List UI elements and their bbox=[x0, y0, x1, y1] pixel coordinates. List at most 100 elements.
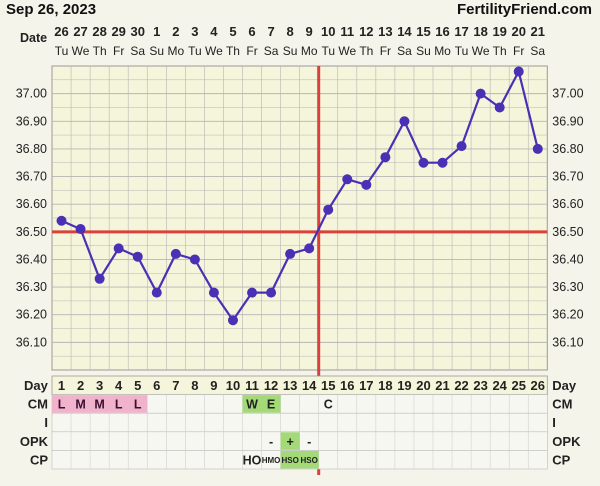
weekday-label: Tu bbox=[321, 44, 335, 58]
y-tick-label-right: 36.30 bbox=[552, 280, 583, 294]
temperature-point bbox=[437, 157, 448, 168]
temperature-point bbox=[113, 243, 124, 254]
cell-bg bbox=[280, 432, 300, 450]
y-tick-label-left: 36.70 bbox=[16, 170, 47, 184]
weekday-label: Sa bbox=[130, 44, 145, 58]
cell-text: M bbox=[94, 398, 104, 412]
cell-text: + bbox=[286, 435, 293, 449]
temperature-point bbox=[285, 248, 296, 259]
y-tick-label-right: 36.10 bbox=[552, 335, 583, 349]
date-label: 8 bbox=[287, 24, 294, 39]
day-row-label-left: Day bbox=[24, 378, 49, 393]
date-label: 16 bbox=[435, 24, 449, 39]
weekday-label: Su bbox=[149, 44, 164, 58]
y-tick-label-right: 36.90 bbox=[552, 114, 583, 128]
row-label-left: I bbox=[44, 415, 48, 430]
weekday-label: Fr bbox=[113, 44, 124, 58]
temperature-point bbox=[304, 243, 315, 254]
temperature-point bbox=[132, 251, 143, 262]
temperature-point bbox=[94, 273, 105, 284]
weekday-label: Th bbox=[359, 44, 373, 58]
cell-bg bbox=[71, 395, 91, 413]
date-label: 3 bbox=[191, 24, 198, 39]
weekday-label: Th bbox=[226, 44, 240, 58]
cell-text: HSO bbox=[281, 456, 298, 465]
day-number: 12 bbox=[264, 378, 278, 393]
date-label: 15 bbox=[416, 24, 430, 39]
cell-bg bbox=[109, 395, 129, 413]
day-number: 3 bbox=[96, 378, 103, 393]
day-number: 18 bbox=[378, 378, 392, 393]
y-tick-label-left: 36.10 bbox=[16, 335, 47, 349]
temperature-point bbox=[227, 315, 238, 326]
temperature-point bbox=[399, 116, 410, 127]
cell-bg bbox=[90, 395, 110, 413]
weekday-label: Fr bbox=[513, 44, 524, 58]
date-label: 2 bbox=[172, 24, 179, 39]
day-number: 16 bbox=[340, 378, 354, 393]
temperature-point bbox=[56, 215, 67, 226]
temperature-point bbox=[494, 102, 505, 113]
day-number: 1 bbox=[58, 378, 65, 393]
day-number: 19 bbox=[397, 378, 411, 393]
day-row-label-right: Day bbox=[552, 378, 577, 393]
day-number: 22 bbox=[454, 378, 468, 393]
date-label: 12 bbox=[359, 24, 373, 39]
weekday-label: Tu bbox=[188, 44, 202, 58]
temperature-point bbox=[418, 157, 429, 168]
date-label: 4 bbox=[210, 24, 218, 39]
y-tick-label-right: 37.00 bbox=[552, 87, 583, 101]
date-label: 27 bbox=[73, 24, 87, 39]
date-label: 29 bbox=[111, 24, 125, 39]
cell-bg bbox=[261, 395, 281, 413]
weekday-label: Th bbox=[493, 44, 507, 58]
date-label: 26 bbox=[54, 24, 68, 39]
weekday-label: Fr bbox=[380, 44, 391, 58]
row-label-right: CP bbox=[552, 452, 570, 467]
cell-text: - bbox=[269, 435, 273, 449]
cell-text: E bbox=[267, 398, 275, 412]
day-number: 6 bbox=[153, 378, 160, 393]
cell-text: HSO bbox=[301, 456, 318, 465]
y-tick-label-right: 36.70 bbox=[552, 170, 583, 184]
row-label-left: CM bbox=[28, 397, 48, 412]
date-label: 28 bbox=[92, 24, 106, 39]
date-row-label: Date bbox=[20, 31, 47, 45]
date-label: 14 bbox=[397, 24, 412, 39]
day-number: 11 bbox=[245, 378, 259, 393]
temperature-point bbox=[189, 254, 200, 265]
cell-bg bbox=[242, 395, 262, 413]
y-tick-label-left: 36.40 bbox=[16, 252, 47, 266]
chart-date: Sep 26, 2023 bbox=[6, 1, 97, 18]
day-number: 10 bbox=[226, 378, 240, 393]
cell-bg bbox=[128, 395, 148, 413]
y-tick-label-right: 36.80 bbox=[552, 142, 583, 156]
day-number: 25 bbox=[511, 378, 525, 393]
day-number: 21 bbox=[435, 378, 449, 393]
temperature-point bbox=[456, 141, 467, 152]
weekday-label: We bbox=[338, 44, 356, 58]
weekday-label: Su bbox=[416, 44, 431, 58]
weekday-label: Su bbox=[283, 44, 298, 58]
weekday-label: We bbox=[205, 44, 223, 58]
day-number: 7 bbox=[172, 378, 179, 393]
date-label: 17 bbox=[454, 24, 468, 39]
weekday-label: Tu bbox=[455, 44, 469, 58]
date-label: 5 bbox=[229, 24, 236, 39]
cell-text: - bbox=[307, 435, 311, 449]
date-label: 1 bbox=[153, 24, 160, 39]
y-tick-label-left: 36.20 bbox=[16, 308, 47, 322]
day-number: 8 bbox=[191, 378, 198, 393]
y-tick-label-left: 36.50 bbox=[16, 225, 47, 239]
site-name[interactable]: FertilityFriend.com bbox=[456, 1, 592, 18]
y-tick-label-right: 36.20 bbox=[552, 308, 583, 322]
cell-bg bbox=[280, 450, 300, 469]
row-label-right: I bbox=[552, 415, 556, 430]
y-tick-label-right: 36.40 bbox=[552, 252, 583, 266]
day-number: 20 bbox=[416, 378, 430, 393]
y-tick-label-right: 36.60 bbox=[552, 197, 583, 211]
date-label: 13 bbox=[378, 24, 392, 39]
cell-text: HMO bbox=[262, 456, 281, 465]
temperature-point bbox=[532, 143, 543, 154]
date-label: 7 bbox=[267, 24, 274, 39]
